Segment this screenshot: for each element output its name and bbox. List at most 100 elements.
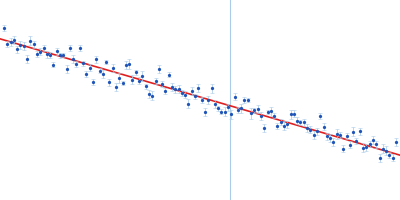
Point [30, 43, 37, 46]
Point [393, 140, 399, 143]
Point [383, 149, 389, 153]
Point [244, 99, 251, 102]
Point [251, 109, 258, 112]
Point [222, 110, 228, 113]
Point [86, 66, 93, 69]
Point [83, 73, 90, 76]
Point [37, 50, 44, 53]
Point [142, 85, 149, 88]
Point [317, 115, 324, 118]
Point [310, 133, 317, 136]
Point [353, 140, 360, 143]
Point [166, 73, 172, 76]
Point [149, 94, 156, 97]
Point [205, 98, 212, 102]
Point [258, 114, 264, 118]
Point [113, 85, 119, 89]
Point [334, 133, 340, 136]
Point [254, 107, 261, 110]
Point [248, 112, 254, 115]
Point [271, 114, 277, 117]
Point [264, 110, 271, 114]
Point [340, 147, 346, 150]
Point [47, 54, 53, 57]
Point [44, 53, 50, 56]
Point [132, 71, 139, 74]
Point [11, 38, 17, 42]
Point [337, 133, 343, 137]
Point [347, 143, 353, 146]
Point [67, 46, 73, 49]
Point [291, 112, 297, 115]
Point [327, 137, 333, 140]
Point [390, 156, 396, 159]
Point [192, 95, 198, 98]
Point [287, 113, 294, 116]
Point [179, 91, 185, 94]
Point [24, 57, 30, 61]
Point [156, 68, 162, 71]
Point [93, 58, 100, 61]
Point [268, 110, 274, 113]
Point [17, 43, 24, 46]
Point [294, 119, 300, 122]
Point [57, 54, 63, 57]
Point [126, 62, 132, 66]
Point [1, 27, 7, 30]
Point [34, 52, 40, 56]
Point [386, 153, 393, 157]
Point [110, 66, 116, 69]
Point [103, 61, 109, 64]
Point [300, 121, 307, 124]
Point [119, 81, 126, 85]
Point [380, 147, 386, 150]
Point [356, 130, 363, 133]
Point [198, 98, 205, 102]
Point [235, 108, 241, 112]
Point [4, 43, 10, 46]
Point [350, 130, 356, 133]
Point [330, 140, 337, 143]
Point [14, 48, 20, 51]
Point [54, 50, 60, 53]
Point [261, 127, 268, 130]
Point [136, 79, 142, 82]
Point [373, 143, 380, 146]
Point [228, 113, 234, 116]
Point [139, 75, 146, 78]
Point [343, 135, 350, 138]
Point [363, 146, 370, 149]
Point [40, 46, 47, 50]
Point [188, 89, 195, 93]
Point [129, 78, 136, 81]
Point [27, 39, 34, 42]
Point [162, 89, 169, 92]
Point [225, 106, 231, 109]
Point [116, 77, 122, 80]
Point [366, 143, 373, 146]
Point [80, 62, 86, 65]
Point [63, 67, 70, 70]
Point [175, 87, 182, 91]
Point [70, 57, 76, 61]
Point [370, 138, 376, 142]
Point [212, 102, 218, 106]
Point [314, 130, 320, 133]
Point [76, 46, 83, 49]
Point [50, 63, 57, 66]
Point [146, 93, 152, 96]
Point [182, 93, 188, 96]
Point [159, 82, 165, 86]
Point [376, 156, 383, 159]
Point [324, 135, 330, 138]
Point [241, 98, 248, 101]
Point [320, 125, 327, 128]
Point [185, 102, 192, 105]
Point [20, 44, 27, 47]
Point [307, 128, 314, 131]
Point [208, 87, 215, 90]
Point [202, 110, 208, 113]
Point [123, 64, 129, 67]
Point [274, 124, 281, 128]
Point [172, 88, 178, 91]
